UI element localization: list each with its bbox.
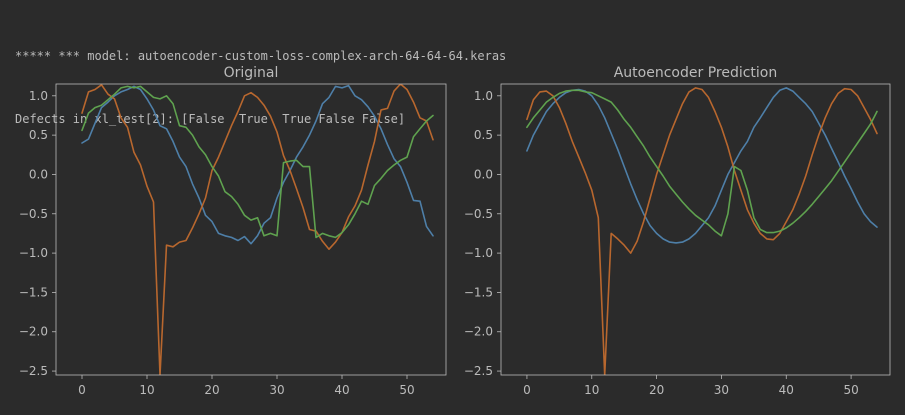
prediction-xtick-label: 20 [649,383,664,397]
prediction-ytick-label: 0.0 [474,167,493,181]
defects-info-line: Defects in xl_test[2]: [False True True … [15,112,406,126]
prediction-series-2-line [526,89,878,237]
original-ytick-label: −2.0 [19,325,48,339]
original-xtick-label: 10 [139,383,154,397]
original-ytick-label: 0.0 [29,167,48,181]
prediction-panel: Autoencoder Prediction 0 10 20 30 40 50 1.0 0.5 0… [464,65,891,397]
original-ytick-label: 1.0 [29,89,48,103]
original-axes-frame [55,83,447,376]
original-xtick-label: 40 [334,383,349,397]
prediction-xtick-label: 0 [523,383,531,397]
original-xtick-label: 30 [269,383,284,397]
original-series-0-line [81,84,434,245]
prediction-xtick-label: 50 [843,383,858,397]
prediction-xtick-label: 30 [714,383,729,397]
prediction-xtick-label: 10 [584,383,599,397]
cell-output: ***** *** model: autoencoder-custom-loss… [15,4,506,151]
prediction-series-1-line [526,87,878,375]
original-panel: Original 0 10 20 30 40 50 1.0 0.5 0.0 −0.5 −1.0 −1.5… [19,65,447,397]
prediction-ytick-label: −1.5 [464,285,493,299]
original-title: Original [224,65,279,81]
original-ytick-label: 0.5 [29,128,48,142]
original-ytick-label: −1.0 [19,246,48,260]
prediction-ytick-label: 0.5 [474,128,493,142]
original-xtick-label: 50 [399,383,414,397]
prediction-ytick-label: 1.0 [474,89,493,103]
prediction-title: Autoencoder Prediction [614,65,778,81]
prediction-ytick-label: −0.5 [464,207,493,221]
original-series-2-line [81,85,434,239]
prediction-ytick-label: −1.0 [464,246,493,260]
original-ytick-label: −2.5 [19,364,48,378]
original-series-1-line [81,84,434,375]
prediction-axes-frame [500,83,891,376]
prediction-ytick-label: −2.5 [464,364,493,378]
model-info-line: ***** *** model: autoencoder-custom-loss… [15,49,507,63]
prediction-xtick-label: 40 [779,383,794,397]
original-xtick-label: 20 [204,383,219,397]
original-ytick-label: −1.5 [19,285,48,299]
original-ytick-label: −0.5 [19,207,48,221]
prediction-ytick-label: −2.0 [464,325,493,339]
original-xtick-label: 0 [78,383,86,397]
